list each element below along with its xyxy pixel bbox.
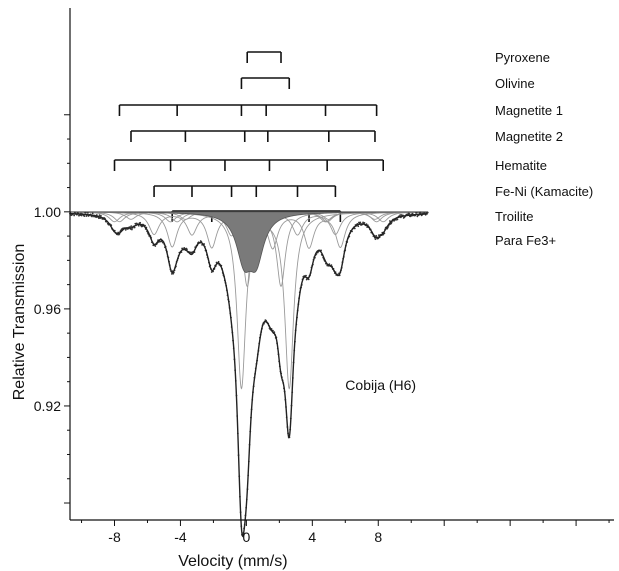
shaded-component-para-fe3 [69, 211, 429, 273]
data-point [95, 216, 98, 219]
site-bar-olivine [240, 77, 291, 89]
data-point [353, 227, 356, 230]
site-bar-magnetite-1 [118, 104, 378, 116]
data-point [305, 274, 307, 277]
data-point [170, 272, 173, 275]
data-point [130, 225, 133, 228]
y-tick-label: 0.96 [34, 301, 61, 317]
data-point [83, 215, 86, 218]
data-point [395, 218, 397, 221]
site-bar-pyroxene [246, 51, 282, 63]
fit-envelope-curve [69, 212, 428, 538]
data-point [415, 211, 418, 214]
data-point [97, 217, 100, 220]
site-bar-fe-ni-kamacite [153, 185, 337, 197]
site-label: Hematite [495, 158, 547, 173]
x-tick-label: 8 [374, 529, 382, 545]
data-point [86, 212, 89, 214]
components-layer [69, 211, 429, 390]
x-tick-label: -4 [174, 529, 187, 545]
data-point [409, 215, 412, 218]
data-point [137, 224, 140, 227]
data-point [100, 214, 102, 217]
data-point [131, 228, 133, 231]
y-axis-title: Relative Transmission [11, 244, 28, 401]
data-point [78, 214, 80, 217]
data-point [374, 238, 377, 241]
data-point [91, 212, 94, 215]
data-point [375, 234, 378, 237]
y-tick-labels: 0.92 0.96 1.00 [34, 204, 61, 414]
data-point [399, 214, 402, 216]
sample-annotation: Cobija (H6) [345, 377, 416, 393]
data-point [73, 214, 76, 217]
axes-layer [64, 8, 614, 526]
data-point [84, 211, 87, 214]
x-tick-labels: -8 -4 0 4 8 [108, 529, 382, 545]
data-point [363, 222, 366, 224]
x-tick-label: -8 [108, 529, 121, 545]
site-label: Fe-Ni (Kamacite) [495, 184, 593, 199]
data-point [357, 225, 360, 228]
site-bar-hematite [113, 159, 385, 171]
y-tick-label: 0.92 [34, 398, 61, 414]
site-label: Para Fe3+ [495, 233, 556, 248]
data-point [408, 212, 411, 215]
data-point [426, 211, 429, 214]
data-point [359, 221, 362, 224]
y-tick-label: 1.00 [34, 204, 61, 220]
site-label: Magnetite 1 [495, 103, 563, 118]
data-point [154, 245, 157, 247]
site-bar-magnetite-2 [130, 130, 376, 142]
data-point [139, 221, 142, 224]
x-tick-label: 0 [242, 529, 250, 545]
data-point [98, 214, 101, 217]
data-point [307, 278, 310, 281]
data-point [217, 260, 220, 263]
data-point [133, 226, 136, 229]
data-point [80, 214, 83, 217]
site-labels-layer: Pyroxene Olivine Magnetite 1 Magnetite 2 Hem… [495, 50, 593, 248]
site-label: Magnetite 2 [495, 129, 563, 144]
site-label: Pyroxene [495, 50, 550, 65]
x-tick-label: 4 [308, 529, 316, 545]
data-point [396, 218, 399, 221]
data-point [377, 234, 380, 237]
site-label: Olivine [495, 76, 535, 91]
x-axis-title: Velocity (mm/s) [178, 553, 287, 570]
data-point [91, 215, 93, 218]
envelope-layer [69, 212, 428, 538]
data-point [159, 240, 162, 243]
site-label: Troilite [495, 209, 534, 224]
data-point [134, 222, 137, 225]
